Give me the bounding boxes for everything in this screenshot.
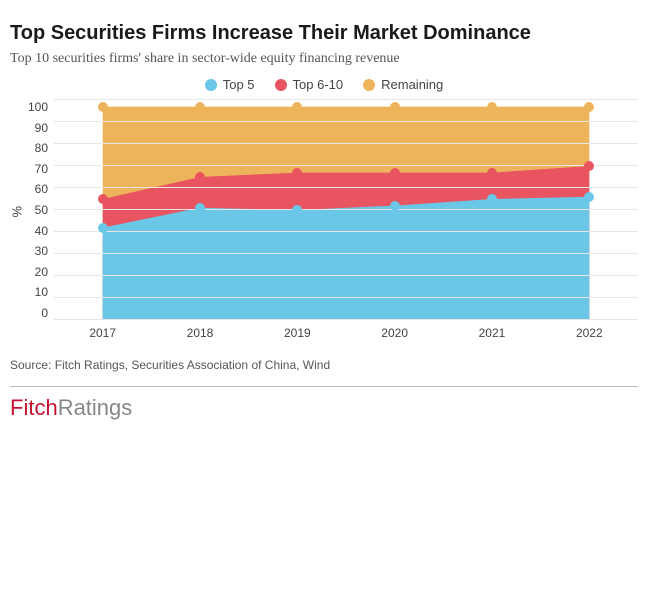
legend-item: Top 6-10 xyxy=(275,77,344,92)
source-text: Source: Fitch Ratings, Securities Associ… xyxy=(10,358,638,372)
grid-line xyxy=(54,231,638,232)
x-tick-label: 2018 xyxy=(151,326,248,340)
data-marker xyxy=(292,168,302,178)
grid-line xyxy=(54,165,638,166)
separator xyxy=(10,386,638,387)
area-paths xyxy=(54,100,638,320)
legend-swatch xyxy=(275,79,287,91)
y-axis-ticks: 1009080706050403020100 xyxy=(24,100,54,320)
data-marker xyxy=(98,102,108,112)
data-marker xyxy=(584,161,594,171)
y-tick-label: 30 xyxy=(35,244,48,258)
x-tick-label: 2020 xyxy=(346,326,443,340)
legend-label: Top 5 xyxy=(223,77,255,92)
brand-logo: FitchRatings xyxy=(10,395,638,421)
legend-item: Top 5 xyxy=(205,77,255,92)
y-tick-label: 70 xyxy=(35,162,48,176)
data-marker xyxy=(584,192,594,202)
chart-area: % 1009080706050403020100 xyxy=(10,100,638,320)
y-tick-label: 90 xyxy=(35,121,48,135)
grid-line xyxy=(54,275,638,276)
chart-subtitle: Top 10 securities firms' share in sector… xyxy=(10,51,638,67)
data-marker xyxy=(292,205,302,215)
data-marker xyxy=(195,102,205,112)
x-axis-ticks: 201720182019202020212022 xyxy=(54,320,638,340)
y-axis-label: % xyxy=(10,203,25,217)
plot-region xyxy=(54,100,638,320)
brand-second: Ratings xyxy=(58,395,133,420)
legend-swatch xyxy=(205,79,217,91)
x-tick-label: 2022 xyxy=(541,326,638,340)
grid-line xyxy=(54,297,638,298)
y-tick-label: 60 xyxy=(35,182,48,196)
y-tick-label: 10 xyxy=(35,285,48,299)
grid-line xyxy=(54,253,638,254)
grid-line xyxy=(54,121,638,122)
data-marker xyxy=(584,102,594,112)
data-marker xyxy=(195,172,205,182)
data-marker xyxy=(487,168,497,178)
brand-first: Fitch xyxy=(10,395,58,420)
data-marker xyxy=(292,102,302,112)
y-tick-label: 0 xyxy=(41,306,48,320)
y-tick-label: 50 xyxy=(35,203,48,217)
grid-line xyxy=(54,209,638,210)
data-marker xyxy=(195,203,205,213)
grid-line xyxy=(54,99,638,100)
legend-item: Remaining xyxy=(363,77,443,92)
x-tick-label: 2021 xyxy=(443,326,540,340)
data-marker xyxy=(98,194,108,204)
area-series xyxy=(103,197,590,320)
grid-line xyxy=(54,143,638,144)
legend-label: Remaining xyxy=(381,77,443,92)
data-marker xyxy=(390,102,400,112)
data-marker xyxy=(390,201,400,211)
grid-line xyxy=(54,187,638,188)
y-tick-label: 40 xyxy=(35,224,48,238)
legend-swatch xyxy=(363,79,375,91)
data-marker xyxy=(487,102,497,112)
y-tick-label: 20 xyxy=(35,265,48,279)
y-tick-label: 80 xyxy=(35,141,48,155)
legend-label: Top 6-10 xyxy=(293,77,344,92)
x-tick-label: 2017 xyxy=(54,326,151,340)
data-marker xyxy=(390,168,400,178)
x-tick-label: 2019 xyxy=(249,326,346,340)
data-marker xyxy=(98,223,108,233)
legend: Top 5 Top 6-10 Remaining xyxy=(10,77,638,92)
chart-title: Top Securities Firms Increase Their Mark… xyxy=(10,22,638,45)
data-marker xyxy=(487,194,497,204)
grid-line xyxy=(54,319,638,320)
y-tick-label: 100 xyxy=(28,100,48,114)
